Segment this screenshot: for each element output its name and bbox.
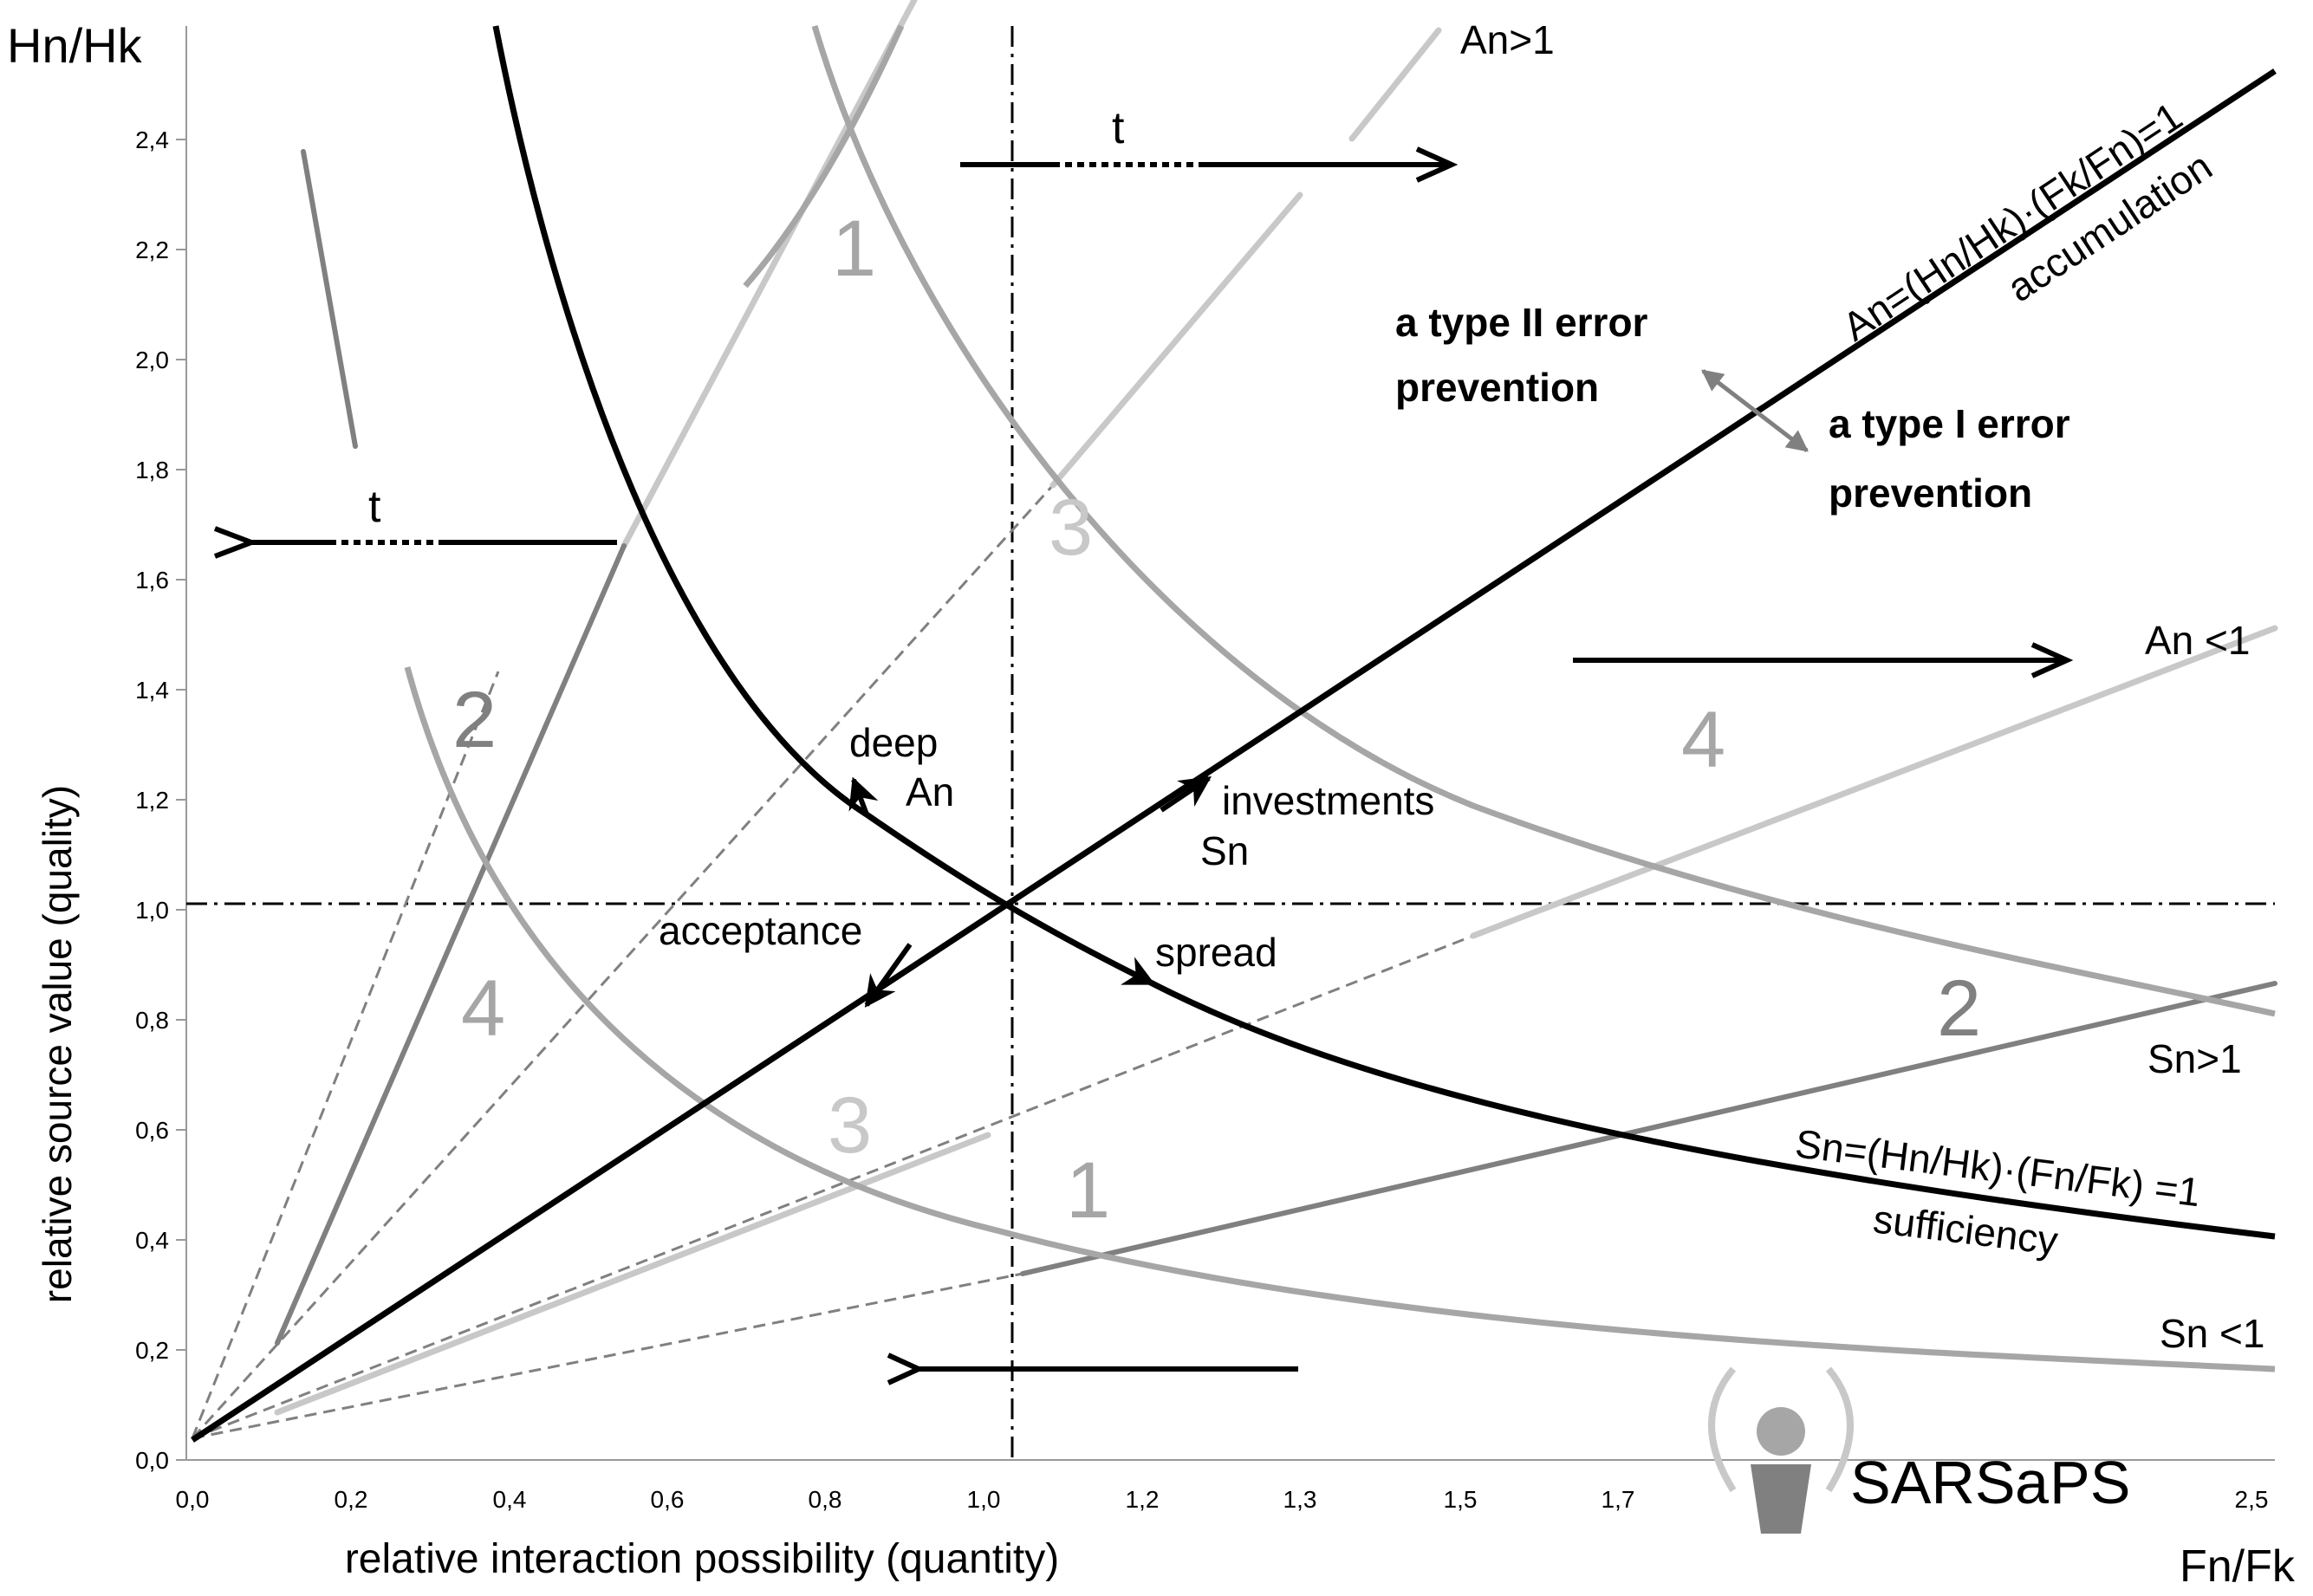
- accumulation-line: [191, 68, 2277, 1443]
- logo-text-a: a: [2015, 1449, 2049, 1516]
- deep-label: deep: [849, 720, 938, 765]
- time-arrow-right: [1573, 642, 2074, 678]
- logo-text-sars: SARS: [1850, 1449, 2016, 1516]
- dashed-rays: [191, 483, 1474, 1440]
- sarsaps-logo: SARS a PS: [1708, 1366, 2130, 1534]
- sn-label: Sn: [1200, 828, 1249, 873]
- y-tick-label: 0,8: [135, 1007, 169, 1034]
- y-tick-label: 0,0: [135, 1447, 169, 1474]
- hyperbola-gray-lower: [404, 666, 2276, 1372]
- x-tick-label: 0,8: [809, 1486, 842, 1513]
- x-axis-title: Fn/Fk: [2180, 1541, 2296, 1592]
- x-tick-label: 0,6: [651, 1486, 685, 1513]
- zone-number: 2: [1937, 964, 1981, 1053]
- type2-error-line2: prevention: [1395, 365, 1599, 410]
- sn-less-label: Sn <1: [2160, 1311, 2265, 1356]
- zone-number: 4: [461, 964, 505, 1053]
- zone-number: 3: [828, 1081, 872, 1170]
- x-tick-label: 1,7: [1602, 1486, 1635, 1513]
- an-greater-label: An>1: [1460, 17, 1555, 62]
- sufficiency-curve: [492, 25, 2276, 1240]
- spread-label: spread: [1155, 930, 1277, 975]
- hyperbola-gray-rise: [743, 24, 905, 289]
- zone-number: 2: [452, 676, 497, 764]
- hyperbola-gray-upper: [811, 25, 2276, 1017]
- logo-text-ps: PS: [2050, 1449, 2130, 1516]
- time-arrow-top: [960, 146, 1459, 183]
- investments-label: investments: [1222, 778, 1434, 823]
- dark-gray-lines: [275, 149, 2277, 1346]
- type1-error-line2: prevention: [1829, 470, 2032, 516]
- x-axis-label: relative interaction possibility (quanti…: [345, 1536, 1059, 1582]
- y-tick-label: 1,0: [135, 897, 169, 924]
- x-tick-labels: 0,0 0,2 0,4 0,6 0,8 1,0 1,2 1,3 1,5 1,7 …: [176, 1486, 2269, 1513]
- arrow-spread: [1116, 957, 1156, 986]
- y-axis-title: Hn/Hk: [7, 18, 143, 73]
- y-tick-label: 2,4: [135, 127, 169, 153]
- x-tick-label: 1,0: [967, 1486, 1001, 1513]
- x-tick-label: 0,0: [176, 1486, 210, 1513]
- y-tick-label: 1,8: [135, 457, 169, 483]
- time-label-top: t: [1112, 103, 1125, 153]
- logo-head: [1757, 1407, 1805, 1456]
- light-gray-rays: [274, 0, 2278, 1416]
- an-less-label: An <1: [2145, 618, 2251, 663]
- acceptance-label: acceptance: [659, 908, 862, 953]
- arrow-deep: [848, 776, 879, 816]
- y-tick-label: 0,4: [135, 1227, 169, 1254]
- type2-error-line1: a type II error: [1395, 300, 1648, 345]
- y-tick-marks: [176, 139, 186, 1461]
- zone-number: 4: [1681, 696, 1725, 784]
- x-tick-label: 0,2: [335, 1486, 368, 1513]
- y-tick-label: 1,6: [135, 567, 169, 594]
- logo-arc-left: [1708, 1366, 1737, 1493]
- x-tick-label: 1,3: [1283, 1486, 1317, 1513]
- time-label-left: t: [368, 482, 381, 532]
- y-axis-label: relative source value (quality): [35, 785, 80, 1303]
- zone-number: 3: [1049, 483, 1093, 572]
- zone-number: 1: [1066, 1146, 1110, 1235]
- error-prevention-double-arrow: [1701, 369, 1809, 452]
- x-tick-label: 0,4: [493, 1486, 527, 1513]
- y-tick-label: 2,2: [135, 237, 169, 263]
- y-tick-label: 1,4: [135, 677, 169, 704]
- sn-greater-label: Sn>1: [2147, 1036, 2242, 1081]
- y-tick-label: 0,6: [135, 1117, 169, 1144]
- x-tick-label: 2,5: [2235, 1486, 2269, 1513]
- arrow-acceptance: [864, 943, 913, 1008]
- y-tick-label: 2,0: [135, 347, 169, 373]
- y-tick-label: 1,2: [135, 787, 169, 814]
- an-label: An: [906, 769, 954, 814]
- logo-body: [1751, 1464, 1811, 1534]
- y-tick-labels: 0,0 0,2 0,4 0,6 0,8 1,0 1,2 1,4 1,6 1,8 …: [135, 127, 169, 1474]
- y-tick-label: 0,2: [135, 1337, 169, 1364]
- logo-arc-right: [1825, 1366, 1854, 1493]
- time-arrow-bottom: [887, 1353, 1298, 1385]
- x-tick-label: 1,2: [1126, 1486, 1160, 1513]
- arrow-investments: [1160, 775, 1212, 813]
- zone-number: 1: [832, 204, 876, 293]
- time-arrow-left: [213, 526, 617, 559]
- x-tick-label: 1,5: [1444, 1486, 1478, 1513]
- type1-error-line1: a type I error: [1829, 401, 2070, 446]
